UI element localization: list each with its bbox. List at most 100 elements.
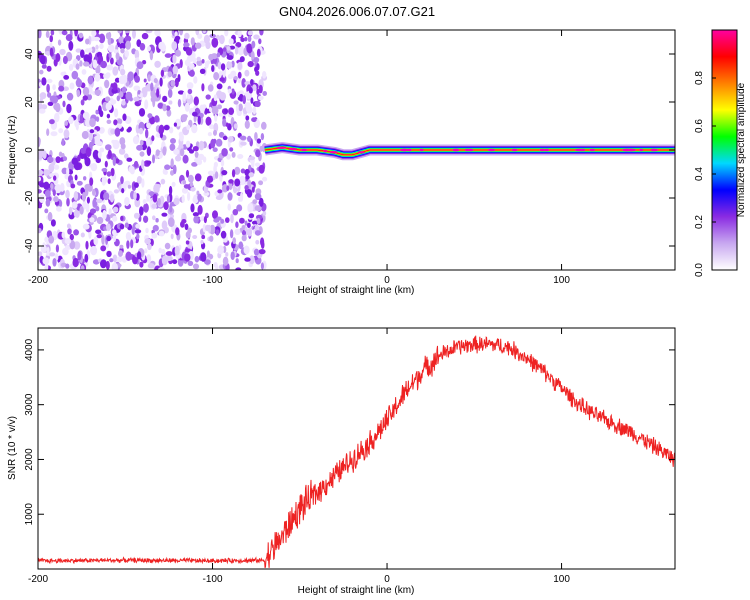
noise-speckle [81, 130, 89, 140]
noise-speckle [58, 30, 63, 35]
noise-speckle [154, 30, 159, 36]
noise-speckle [106, 235, 112, 242]
snr-frame [37, 327, 676, 570]
noise-speckle [55, 244, 60, 253]
noise-speckle [255, 162, 260, 167]
noise-speckle [237, 30, 242, 38]
noise-speckle [251, 117, 257, 123]
noise-speckle [256, 138, 262, 144]
noise-speckle [52, 258, 57, 267]
noise-speckle [182, 180, 187, 185]
noise-speckle [88, 133, 93, 141]
noise-speckle [118, 250, 123, 257]
noise-speckle [42, 257, 50, 265]
noise-speckle [47, 101, 54, 107]
signal-hotspot [407, 148, 412, 152]
noise-speckle [62, 100, 66, 108]
noise-speckle [235, 267, 242, 270]
noise-speckle [195, 30, 200, 36]
noise-speckle [55, 53, 61, 62]
noise-speckle [170, 79, 176, 87]
noise-speckle [38, 169, 44, 176]
noise-speckle [124, 50, 129, 58]
noise-speckle [121, 100, 126, 106]
noise-speckle [213, 161, 218, 168]
noise-speckle [100, 259, 107, 269]
noise-speckle [108, 208, 112, 215]
noise-speckle [91, 30, 97, 37]
noise-speckle [144, 238, 151, 245]
noise-speckle [197, 193, 202, 202]
noise-speckle [44, 236, 50, 243]
noise-speckle [253, 34, 260, 40]
noise-speckle [44, 190, 51, 198]
noise-speckle [167, 217, 175, 228]
noise-speckle [198, 140, 205, 151]
noise-speckle [175, 155, 182, 162]
spectrogram-y-tick-label: 0 [24, 147, 35, 153]
noise-speckle [239, 175, 246, 186]
noise-speckle [172, 65, 179, 75]
noise-speckle [216, 216, 222, 221]
noise-speckle [144, 99, 149, 110]
noise-speckle [52, 84, 56, 91]
noise-speckle [190, 203, 195, 213]
colorbar-tick-label: 0.4 [694, 167, 705, 181]
noise-speckle [73, 241, 81, 250]
noise-speckle [216, 52, 221, 58]
noise-speckle [175, 227, 180, 236]
noise-speckle [121, 86, 127, 94]
noise-speckle [125, 231, 131, 241]
noise-speckle [105, 144, 112, 151]
noise-speckle [194, 255, 200, 263]
noise-speckle [92, 149, 100, 160]
noise-speckle [207, 170, 214, 176]
colorbar-tick-label: 0.8 [694, 71, 705, 85]
noise-speckle [158, 127, 162, 134]
noise-speckle [79, 60, 83, 67]
noise-speckle [67, 228, 72, 235]
noise-speckle [49, 119, 55, 125]
noise-speckle [120, 47, 125, 54]
noise-speckle [226, 61, 233, 69]
noise-speckle [68, 206, 73, 216]
noise-speckle [96, 198, 103, 204]
noise-speckle [254, 230, 261, 236]
spectrogram-x-tick-label: 0 [384, 275, 390, 286]
noise-speckle [139, 43, 146, 51]
noise-speckle [38, 189, 42, 194]
noise-speckle [95, 65, 101, 75]
noise-speckle [134, 49, 140, 60]
noise-speckle [185, 47, 193, 56]
noise-speckle [145, 128, 149, 139]
noise-speckle [258, 249, 266, 255]
noise-speckle [241, 230, 247, 236]
noise-speckle [122, 113, 127, 121]
signal-hotspot [487, 148, 496, 152]
signal-hotspot [539, 148, 546, 152]
noise-speckle [65, 263, 70, 269]
noise-speckle [71, 201, 78, 209]
noise-speckle [49, 47, 54, 57]
noise-speckle [83, 54, 90, 63]
noise-speckle [96, 116, 100, 122]
noise-speckle [212, 147, 218, 152]
noise-speckle [187, 88, 193, 95]
noise-speckle [61, 138, 65, 146]
noise-speckle [238, 90, 244, 96]
noise-speckle [66, 167, 70, 176]
noise-speckle [112, 229, 117, 236]
snr-x-label: Height of straight line (km) [298, 585, 415, 596]
noise-speckle [224, 108, 228, 114]
noise-speckle [66, 92, 74, 101]
noise-speckle [169, 203, 173, 213]
noise-speckle [64, 120, 69, 126]
noise-speckle [215, 195, 223, 200]
noise-speckle [155, 184, 161, 189]
signal-hotspot [357, 151, 365, 154]
noise-speckle [197, 33, 203, 39]
noise-speckle [128, 165, 135, 174]
noise-speckle [156, 88, 160, 98]
noise-speckle [200, 252, 207, 262]
noise-speckle [77, 251, 82, 261]
